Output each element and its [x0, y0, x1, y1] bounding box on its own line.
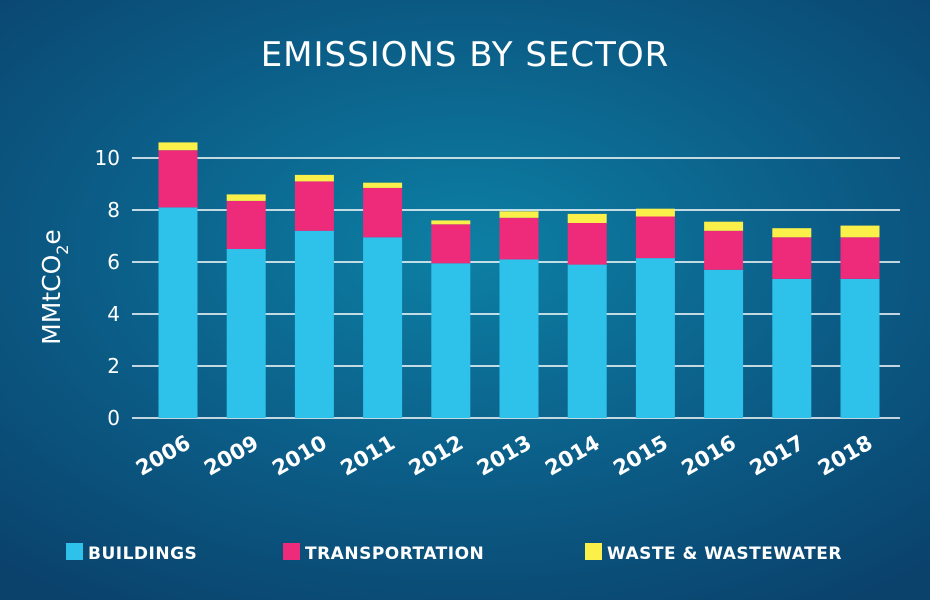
bar-2015-buildings	[635, 258, 675, 418]
bar-2017-transportation	[772, 237, 812, 279]
bar-2016-transportation	[704, 230, 744, 270]
bar-2009-buildings	[226, 249, 266, 418]
y-axis-label: MMtCO2e	[37, 229, 72, 345]
x-tick-label: 2010	[268, 431, 331, 481]
bar-2012-buildings	[431, 263, 471, 418]
bar-2012-transportation	[431, 224, 471, 264]
bar-2010-transportation	[294, 181, 334, 231]
bar-2014-buildings	[567, 264, 607, 418]
x-tick-label: 2014	[541, 431, 604, 481]
x-tick-label: 2013	[473, 431, 536, 481]
legend-swatch-transportation	[283, 543, 300, 560]
x-tick-label: 2016	[677, 431, 740, 481]
bar-2006-transportation	[158, 150, 198, 208]
bar-2009-transportation	[226, 200, 266, 249]
x-tick-label: 2006	[132, 431, 195, 481]
x-tick-labels: 2006 2009 2010 2011 2012 2013 2014 2015 2016 2017…	[132, 431, 877, 481]
x-tick-label: 2017	[746, 431, 809, 481]
bar-2010-buildings	[294, 230, 334, 418]
y-tick-label: 4	[107, 302, 120, 326]
bar-2013-waste-wastewater	[499, 211, 539, 218]
bar-2006-waste-wastewater	[158, 142, 198, 151]
bar-2018-waste-wastewater	[840, 225, 880, 238]
legend-label-buildings: BUILDINGS	[88, 544, 197, 564]
legend-swatch-buildings	[66, 543, 83, 560]
bar-2006-buildings	[158, 207, 198, 418]
x-tick-label: 2009	[200, 431, 263, 481]
bar-2016-buildings	[704, 269, 744, 418]
legend-swatch-waste-wastewater	[585, 543, 602, 560]
bar-2018-buildings	[840, 278, 880, 418]
bar-2009-waste-wastewater	[226, 194, 266, 201]
chart-title: EMISSIONS BY SECTOR	[261, 35, 670, 75]
y-axis-label-sub: 2	[53, 245, 72, 255]
bar-2016-waste-wastewater	[704, 221, 744, 231]
x-tick-label: 2015	[609, 431, 672, 481]
bar-2011-transportation	[363, 187, 403, 238]
bar-2014-transportation	[567, 223, 607, 265]
y-axis-label-tail: e	[37, 229, 66, 244]
bar-2017-waste-wastewater	[772, 228, 812, 238]
bar-2011-buildings	[363, 237, 403, 418]
legend-label-waste-wastewater: WASTE & WASTEWATER	[607, 544, 842, 564]
y-tick-label: 10	[95, 146, 120, 170]
svg-text:MMtCO2e: MMtCO2e	[37, 229, 72, 345]
legend: BUILDINGS TRANSPORTATION WASTE & WASTEWATE…	[66, 543, 842, 564]
y-tick-label: 2	[107, 354, 120, 378]
bars	[158, 142, 880, 418]
x-tick-label: 2011	[336, 431, 399, 481]
bar-2014-waste-wastewater	[567, 213, 607, 223]
y-tick-labels: 0 2 4 6 8 10	[95, 146, 120, 430]
bar-2011-waste-wastewater	[363, 182, 403, 188]
y-tick-label: 6	[107, 250, 120, 274]
y-axis-label-main: MMtCO	[37, 255, 66, 345]
legend-label-transportation: TRANSPORTATION	[305, 544, 484, 564]
bar-2010-waste-wastewater	[294, 174, 334, 182]
y-tick-label: 8	[107, 198, 120, 222]
bar-2018-transportation	[840, 237, 880, 279]
bar-2015-transportation	[635, 216, 675, 259]
bar-2015-waste-wastewater	[635, 208, 675, 217]
bar-2012-waste-wastewater	[431, 220, 471, 225]
y-tick-label: 0	[107, 406, 120, 430]
bar-2017-buildings	[772, 278, 812, 418]
bar-2013-transportation	[499, 217, 539, 260]
bar-2013-buildings	[499, 259, 539, 418]
x-tick-label: 2018	[814, 431, 877, 481]
x-tick-label: 2012	[405, 431, 468, 481]
